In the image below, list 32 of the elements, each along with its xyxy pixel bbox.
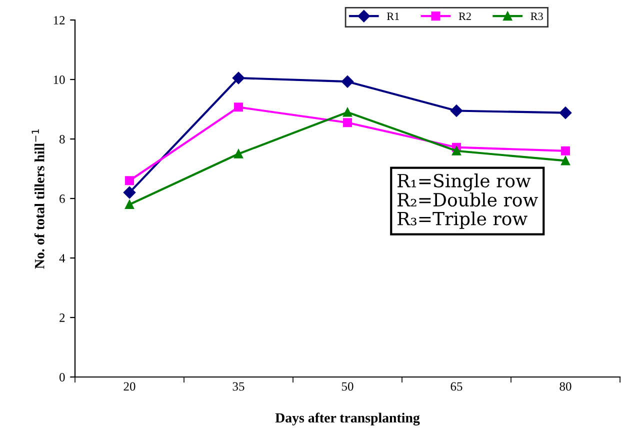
y-tick-label: 10 [54, 76, 65, 84]
x-tick-label: 65 [450, 382, 462, 391]
point [123, 186, 136, 199]
x-tick-label: 35 [232, 382, 244, 391]
x-tick-label: 50 [342, 382, 354, 391]
x-tick-label: 20 [124, 382, 136, 391]
point [452, 146, 462, 156]
point [559, 106, 572, 119]
y-tick-label: 8 [60, 135, 65, 144]
legend-label: R3 [530, 12, 543, 20]
y-tick-label: 6 [60, 194, 65, 203]
point [342, 118, 352, 128]
point [124, 200, 134, 209]
point [234, 102, 244, 112]
y-axis-title: No. of total tillers hill$^{−1}$ [32, 129, 44, 269]
legend-label: R2 [458, 12, 471, 20]
y-tick-label: 2 [60, 314, 65, 322]
point [342, 108, 352, 117]
y-tick-label: 4 [59, 254, 66, 262]
legend-label: R1 [386, 12, 399, 20]
x-axis-title: Days after transplanting [275, 412, 420, 426]
point [234, 149, 244, 158]
point [560, 146, 570, 156]
y-tick-label: 12 [54, 16, 65, 24]
x-tick-label: 80 [560, 382, 572, 391]
point [124, 176, 134, 186]
point [450, 104, 463, 117]
point [341, 75, 354, 88]
annotation: R₁=Single row R₂=Double row R₃=Triple row [398, 174, 538, 229]
y-tick-label: 0 [60, 373, 65, 382]
point [560, 156, 570, 166]
point [232, 72, 245, 84]
